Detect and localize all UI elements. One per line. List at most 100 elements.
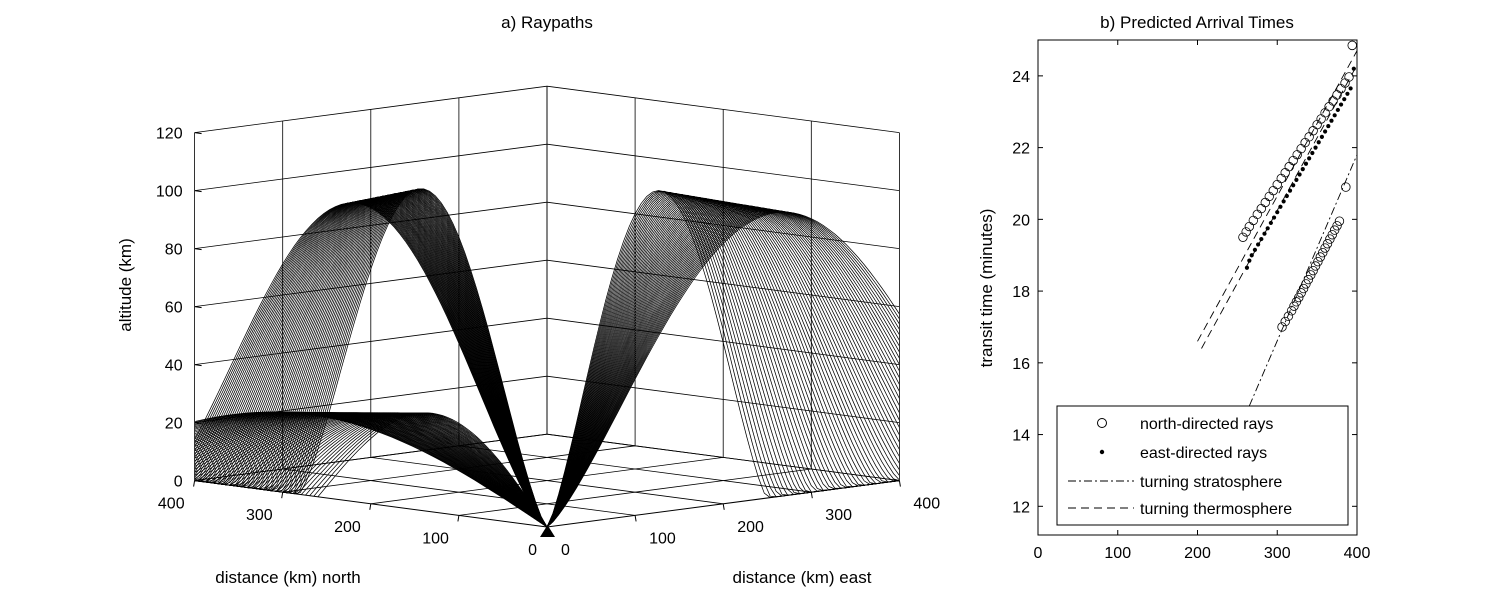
panel-b-fit-lines (1197, 50, 1358, 407)
north-ray-point (1329, 225, 1340, 235)
east-tick-label: 100 (649, 530, 676, 547)
east-ray-point (1284, 193, 1289, 199)
east-ray-point (1271, 215, 1277, 220)
north-ray (194, 412, 548, 528)
north-ray-point (1280, 168, 1290, 178)
east-ray (546, 208, 900, 528)
east-ray-point (1265, 226, 1270, 231)
grid-line (194, 317, 548, 365)
y-tick-label: 22 (1012, 141, 1030, 158)
east-ray (546, 202, 900, 528)
legend-dot-marker (1099, 449, 1105, 455)
east-ray (546, 204, 900, 528)
north-tick-label: 400 (158, 496, 185, 513)
z-tick (194, 132, 202, 135)
north-ray (194, 200, 548, 528)
east-ray (546, 209, 900, 528)
east-ray-point (1244, 265, 1250, 270)
north-ray-point (1303, 274, 1314, 285)
north-ray (194, 412, 548, 528)
north-tick-label: 300 (246, 507, 273, 524)
z-tick (194, 422, 202, 425)
east-ray (546, 203, 900, 528)
north-ray (229, 412, 548, 528)
east-tick (634, 515, 637, 522)
grid-line (194, 85, 548, 133)
east-ray (546, 203, 900, 528)
north-ray (194, 202, 548, 528)
y-tick-label: 24 (1012, 69, 1030, 86)
east-ray (546, 202, 900, 528)
grid-line (194, 201, 548, 249)
north-ray-point (1332, 221, 1342, 231)
panel-b-ylabel: transit time (minutes) (977, 209, 996, 368)
east-ray-point (1256, 242, 1261, 247)
panel-a-altitude-label: altitude (km) (116, 238, 135, 332)
north-ray-point (1332, 90, 1342, 100)
z-tick (194, 480, 202, 483)
z-tick-label: 100 (156, 184, 183, 201)
north-ray-point (1310, 261, 1321, 271)
east-ray-point (1335, 107, 1340, 113)
z-tick (194, 248, 202, 251)
north-ray-point (1325, 234, 1335, 244)
north-ray (271, 412, 548, 528)
triangle-source-icon (540, 525, 555, 537)
east-ray (546, 206, 900, 528)
north-ray-point (1260, 197, 1270, 208)
north-ray-point (1316, 114, 1326, 124)
north-ray-point (1312, 119, 1322, 130)
x-tick-label: 200 (1184, 545, 1211, 562)
north-ray (250, 412, 548, 528)
east-ray (546, 208, 900, 528)
east-ray (546, 202, 900, 528)
east-ray (546, 210, 900, 528)
z-tick-label: 20 (165, 416, 183, 433)
y-tick-label: 14 (1012, 428, 1030, 445)
east-ray (546, 211, 900, 528)
north-ray (194, 202, 548, 528)
east-ray-point (1351, 66, 1356, 71)
z-tick-label: 40 (165, 358, 183, 375)
north-ray-point (1276, 173, 1286, 184)
grid-line (194, 259, 548, 307)
east-ray-point (1278, 204, 1283, 209)
north-ray (300, 412, 548, 528)
north-ray (208, 412, 548, 528)
z-tick (194, 364, 202, 367)
north-ray (194, 201, 548, 528)
panel-a-raypaths: a) Raypaths 0 20 40 60 80 100 120 0 100 200 300 400… (116, 13, 940, 587)
z-tick (194, 190, 202, 193)
grid-line (546, 201, 900, 249)
east-ray (546, 206, 900, 528)
grid-line (370, 457, 724, 505)
east-ray-point (1247, 258, 1252, 263)
east-ray-point (1332, 113, 1337, 118)
legend-east-label: east-directed rays (1140, 445, 1267, 462)
east-ray (546, 211, 900, 528)
z-tick-label: 80 (165, 242, 183, 259)
east-ray-point (1252, 247, 1258, 252)
z-tick-label: 120 (156, 126, 183, 143)
north-ray-point (1304, 132, 1314, 142)
east-ray-point (1329, 118, 1334, 123)
north-ray-point (1315, 252, 1326, 262)
north-tick-label: 100 (422, 530, 449, 547)
east-tick-label: 300 (825, 507, 852, 524)
legend-north-label: north-directed rays (1140, 416, 1273, 433)
panel-b-markers (1238, 40, 1357, 332)
north-ray (194, 412, 548, 528)
north-ray (194, 412, 548, 528)
north-tick (193, 480, 196, 487)
legend-circle-marker (1097, 418, 1107, 428)
east-ray (546, 210, 900, 528)
north-ray-point (1256, 203, 1267, 214)
north-ray-point (1301, 279, 1311, 289)
east-ray (546, 205, 900, 528)
x-tick-label: 100 (1104, 545, 1131, 562)
east-ray-point (1338, 102, 1344, 107)
east-ray (546, 203, 900, 528)
north-ray (194, 412, 548, 528)
fit-line (1197, 50, 1358, 342)
